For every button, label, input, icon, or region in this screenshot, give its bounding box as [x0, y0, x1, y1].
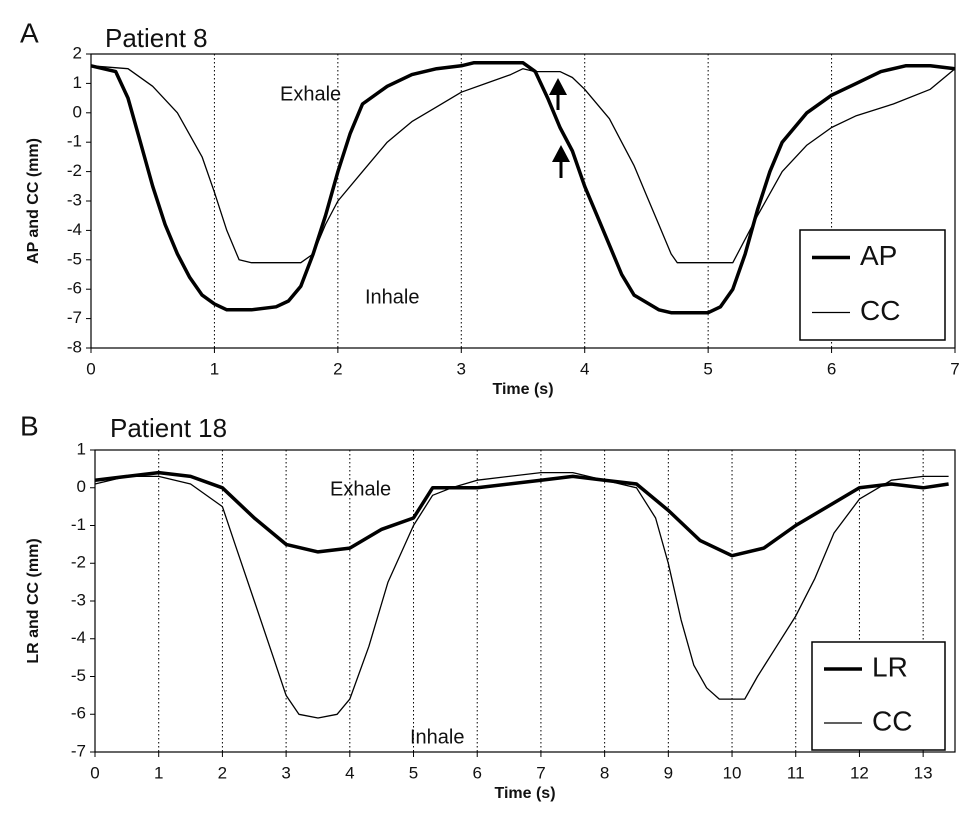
x-tick-label: 5	[703, 359, 712, 378]
x-tick-label: 3	[457, 359, 466, 378]
line-series	[94, 470, 949, 558]
legend-box	[811, 641, 946, 751]
x-tick-label: 7	[536, 763, 545, 782]
x-tick-label: 10	[723, 763, 742, 782]
y-tick-label: -6	[71, 704, 86, 723]
y-tick-label: -3	[71, 590, 86, 609]
x-tick-label: 6	[827, 359, 836, 378]
annotation: Exhale	[330, 478, 391, 500]
y-tick-label: -2	[71, 553, 86, 572]
legend-box	[799, 229, 946, 341]
plot-frame	[94, 449, 956, 753]
y-tick-label: -5	[71, 666, 86, 685]
x-axis-label: Time (s)	[492, 381, 553, 398]
x-tick-label: 2	[218, 763, 227, 782]
x-tick-label: 4	[580, 359, 589, 378]
x-tick-label: 7	[950, 359, 959, 378]
y-tick-label: -6	[67, 279, 82, 298]
y-tick-label: -8	[67, 337, 82, 356]
y-tick-label: -7	[67, 308, 82, 327]
y-tick-label: -5	[67, 249, 82, 268]
y-tick-label: 0	[73, 102, 82, 121]
x-tick-label: 11	[787, 763, 805, 782]
y-tick-label: -3	[67, 190, 82, 209]
legend-label: CC	[860, 295, 900, 326]
y-tick-label: -7	[71, 741, 86, 760]
x-tick-label: 4	[345, 763, 354, 782]
y-tick-label: -4	[67, 220, 82, 239]
line-series	[90, 65, 956, 264]
y-tick-label: 1	[73, 73, 82, 92]
y-tick-label: -1	[67, 132, 82, 151]
panel-label: B	[20, 410, 39, 441]
x-tick-label: 6	[472, 763, 481, 782]
x-tick-label: 3	[281, 763, 290, 782]
x-tick-label: 0	[90, 763, 99, 782]
annotation: Inhale	[365, 286, 420, 308]
x-tick-label: 8	[600, 763, 609, 782]
x-axis-label: Time (s)	[494, 785, 555, 802]
y-tick-label: 0	[77, 477, 86, 496]
x-tick-label: 13	[914, 763, 933, 782]
x-tick-label: 0	[86, 359, 95, 378]
line-series	[90, 61, 956, 315]
y-tick-label: 1	[77, 439, 86, 458]
y-tick-label: 2	[73, 43, 82, 62]
arrow	[549, 78, 570, 178]
legend-label: LR	[872, 651, 908, 682]
x-tick-label: 5	[409, 763, 418, 782]
x-tick-label: 9	[664, 763, 673, 782]
y-tick-label: -1	[71, 515, 86, 534]
x-tick-label: 1	[154, 763, 163, 782]
annotation: Exhale	[280, 83, 341, 105]
y-axis-label: AP and CC (mm)	[25, 138, 42, 264]
x-tick-label: 1	[210, 359, 219, 378]
line-series	[94, 471, 949, 719]
panel-label: A	[20, 17, 39, 48]
annotation: Inhale	[410, 726, 465, 748]
plot-frame	[90, 53, 956, 349]
legend-label: AP	[860, 240, 897, 271]
chart-title: Patient 18	[110, 413, 227, 443]
y-axis-label: LR and CC (mm)	[25, 538, 42, 663]
chart-title: Patient 8	[105, 23, 208, 53]
y-tick-label: -4	[71, 628, 86, 647]
y-tick-label: -2	[67, 161, 82, 180]
x-tick-label: 12	[850, 763, 869, 782]
x-tick-label: 2	[333, 359, 342, 378]
legend-label: CC	[872, 705, 912, 736]
